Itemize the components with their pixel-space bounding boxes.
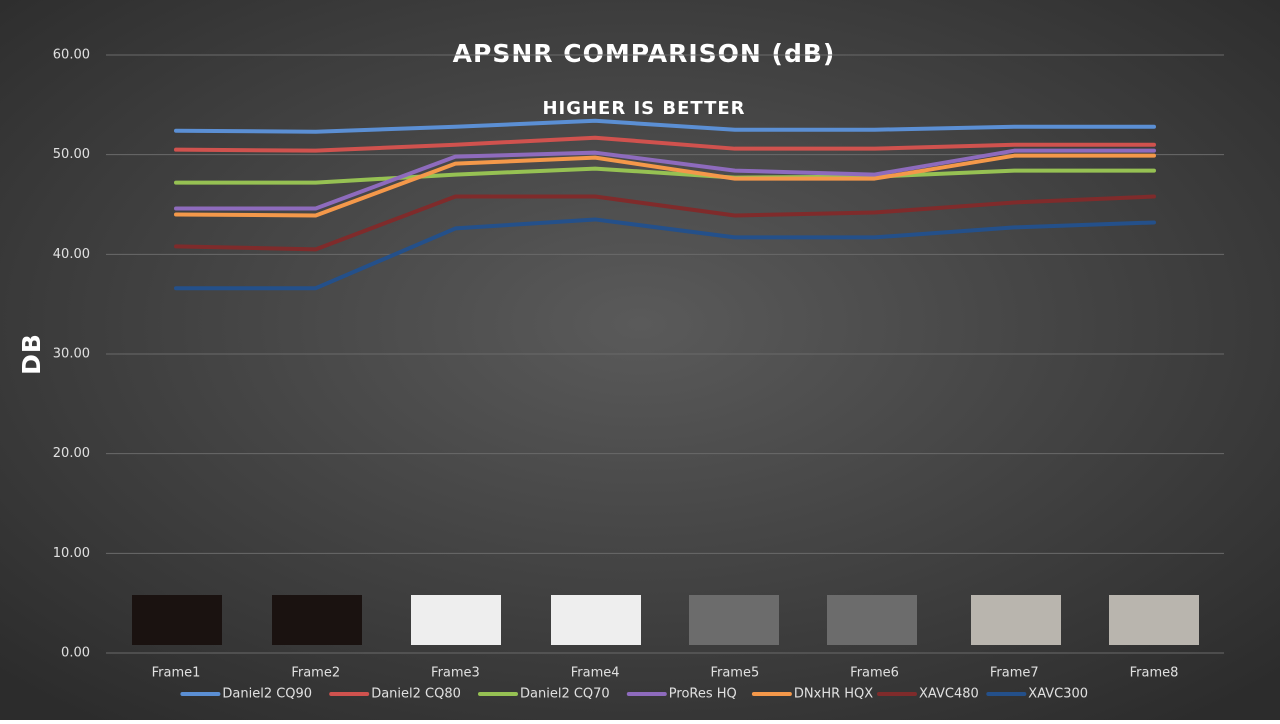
chart-subtitle: HIGHER IS BETTER xyxy=(542,98,745,119)
series-line xyxy=(174,118,1156,134)
y-axis-label: DB xyxy=(17,333,46,375)
x-tick-label: Frame1 xyxy=(152,666,201,681)
y-tick-label: 40.00 xyxy=(53,247,90,262)
thumbnail xyxy=(411,595,501,645)
legend-label: Daniel2 CQ70 xyxy=(520,687,610,702)
y-tick-label: 30.00 xyxy=(53,347,90,362)
thumbnail xyxy=(689,595,779,645)
thumbnail xyxy=(971,595,1061,645)
series-line xyxy=(174,217,1156,291)
series-line xyxy=(174,194,1156,252)
x-tick-label: Frame4 xyxy=(571,666,620,681)
y-tick-label: 50.00 xyxy=(53,147,90,162)
thumbnail xyxy=(1109,595,1199,645)
legend-label: DNxHR HQX xyxy=(794,687,873,702)
thumbnail xyxy=(272,595,362,645)
y-tick-label: 0.00 xyxy=(61,646,90,661)
series-line xyxy=(174,135,1156,153)
thumbnail xyxy=(551,595,641,645)
x-tick-label: Frame6 xyxy=(850,666,899,681)
x-tick-label: Frame2 xyxy=(291,666,340,681)
series-line xyxy=(174,153,1156,218)
chart-title: APSNR COMPARISON (dB) xyxy=(453,39,836,68)
thumbnail xyxy=(132,595,222,645)
series-line xyxy=(174,148,1156,211)
legend-label: XAVC300 xyxy=(1028,687,1088,702)
legend-label: ProRes HQ xyxy=(669,687,737,702)
series-line xyxy=(174,166,1156,185)
x-tick-label: Frame7 xyxy=(990,666,1039,681)
x-tick-label: Frame8 xyxy=(1130,666,1179,681)
y-tick-label: 10.00 xyxy=(53,546,90,561)
y-tick-label: 60.00 xyxy=(53,48,90,63)
y-tick-label: 20.00 xyxy=(53,446,90,461)
legend-label: Daniel2 CQ80 xyxy=(371,687,461,702)
thumbnail xyxy=(827,595,917,645)
legend-label: Daniel2 CQ90 xyxy=(222,687,312,702)
x-tick-label: Frame5 xyxy=(710,666,759,681)
x-tick-label: Frame3 xyxy=(431,666,480,681)
thumbnails xyxy=(132,595,1199,645)
legend-label: XAVC480 xyxy=(919,687,979,702)
